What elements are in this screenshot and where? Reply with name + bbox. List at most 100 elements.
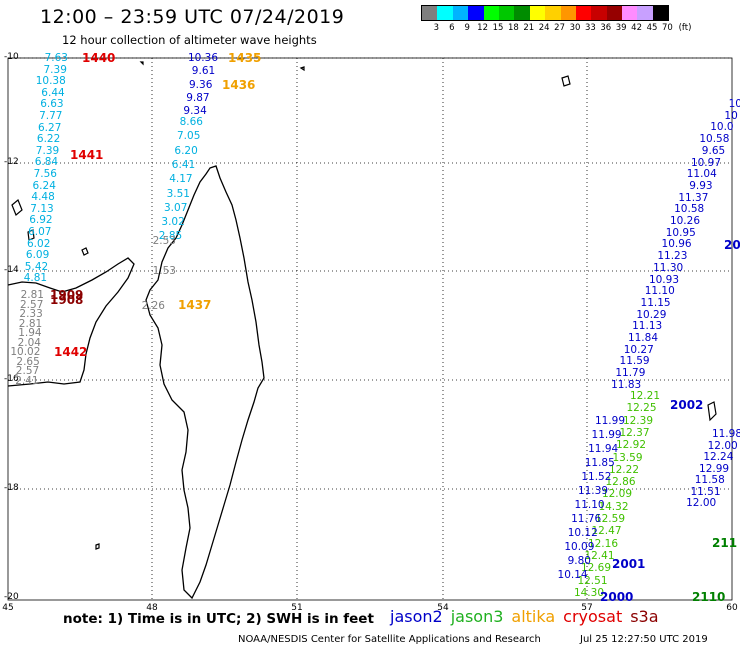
legend-swatch xyxy=(422,6,438,20)
wave-height-value: 12.59 xyxy=(594,513,625,525)
wave-height-value: 7.56 xyxy=(33,168,57,180)
lat-label: -20 xyxy=(4,592,19,602)
satellite-name: altika xyxy=(511,607,556,626)
wave-height-value: 13.59 xyxy=(612,451,643,464)
wave-height-value: 2.57 xyxy=(20,298,44,311)
pass-time-label: 1436 xyxy=(222,78,256,92)
legend-tick-label: 30 xyxy=(569,23,581,33)
wave-height-value: 10.26 xyxy=(669,215,700,227)
wave-height-value: 10.27 xyxy=(623,343,654,356)
lat-label: -12 xyxy=(4,157,19,167)
legend-tick-label: 36 xyxy=(600,23,612,33)
satellite-name: s3a xyxy=(630,607,659,626)
wave-height-value: 11.84 xyxy=(627,332,658,344)
legend-swatch xyxy=(622,6,638,20)
wave-height-value: 2.04 xyxy=(17,336,41,349)
wave-height-value: 4.48 xyxy=(31,191,55,204)
wave-height-value: 12.37 xyxy=(619,426,650,439)
wave-height-value: 11.83 xyxy=(611,378,642,391)
legend-swatch xyxy=(483,6,499,20)
lon-label: 57 xyxy=(581,603,593,613)
legend-swatch xyxy=(606,6,623,20)
legend-tick-label: 15 xyxy=(492,23,504,33)
wave-height-value: 12.41 xyxy=(584,549,615,562)
wave-height-value: 10.38 xyxy=(35,75,66,88)
wave-height-value: 7.63 xyxy=(44,52,68,64)
wave-height-value: 11.52 xyxy=(581,471,612,483)
generated-timestamp: Jul 25 12:27:50 UTC 2019 xyxy=(580,634,708,645)
pass-time-label: 2110 xyxy=(692,590,726,604)
wave-height-value: 11.94 xyxy=(588,443,619,455)
wave-height-value: 11.15 xyxy=(640,296,671,309)
legend-swatch xyxy=(468,6,484,20)
wave-height-value: 9.61 xyxy=(191,65,216,78)
wave-height-value: 9.80 xyxy=(567,555,591,567)
pass-time-label: 2002 xyxy=(670,398,704,412)
satellite-name: jason2 xyxy=(390,607,443,626)
wave-height-value: 7.39 xyxy=(35,144,60,157)
wave-height-value: 10.96 xyxy=(661,238,692,251)
wave-height-value: 6.63 xyxy=(40,98,64,111)
wave-height-value: 14.32 xyxy=(598,500,629,513)
wave-height-value: 11.37 xyxy=(678,191,709,204)
wave-height-value: 6.22 xyxy=(36,133,61,146)
wave-height-value: 12.22 xyxy=(608,463,639,476)
credit-line: NOAA/NESDIS Center for Satellite Applica… xyxy=(238,634,541,645)
wave-height-value: 10.93 xyxy=(648,273,679,286)
wave-height-value: 9.34 xyxy=(183,105,207,118)
legend-swatch xyxy=(652,6,669,20)
wave-height-value: 6.84 xyxy=(34,156,59,169)
wave-height-value: 9.65 xyxy=(701,144,726,157)
wave-height-value: 6.27 xyxy=(38,121,62,134)
lon-label: 51 xyxy=(291,603,303,613)
wave-height-value: 11.98 xyxy=(711,428,740,440)
legend-swatch xyxy=(452,6,469,20)
wave-height-value: 7.13 xyxy=(30,202,54,215)
wave-height-value: 2.41 xyxy=(15,374,39,387)
wave-height-value: 11.39 xyxy=(577,485,608,497)
wave-height-value: 10.58 xyxy=(674,203,705,216)
wave-height-value: 12.24 xyxy=(703,451,734,463)
wave-height-value: 1.53 xyxy=(152,265,176,277)
wave-height-value: 10.58 xyxy=(699,133,730,146)
legend-unit: (ft) xyxy=(678,23,692,33)
wave-height-value: 11.30 xyxy=(653,261,684,274)
wave-height-value: 12.51 xyxy=(577,574,608,587)
wave-height-value: 6.09 xyxy=(25,249,50,262)
legend-swatch xyxy=(514,6,530,20)
wave-height-value: 14.30 xyxy=(573,586,604,599)
wave-height-value: 6.41 xyxy=(171,158,196,171)
legend-swatch xyxy=(637,6,653,20)
legend-tick-label: 33 xyxy=(584,23,596,33)
legend-swatch xyxy=(591,6,607,20)
madagascar-coastline xyxy=(145,165,265,600)
pass-time-label: 2001 xyxy=(612,557,646,571)
wave-height-value: 11.13 xyxy=(632,320,663,333)
wave-height-value: 6.92 xyxy=(29,214,53,227)
legend-swatch xyxy=(575,6,592,20)
lat-label: -18 xyxy=(4,483,19,493)
wave-height-value: 2.57 xyxy=(15,365,40,377)
map-subtitle: 12 hour collection of altimeter wave hei… xyxy=(62,33,317,47)
wave-height-value: 10.14 xyxy=(557,569,588,581)
wave-height-value: 3.02 xyxy=(161,216,185,229)
legend-tick-label: 21 xyxy=(523,23,535,33)
pass-time-label: 1437 xyxy=(178,298,212,312)
wave-height-value: 9.93 xyxy=(689,179,713,192)
wave-height-value: 2.53 xyxy=(152,235,176,247)
color-legend: 3 6 9 12 15 18 21 24 27 30 33 36 39 42 45 70 (ft) xyxy=(421,5,691,33)
lat-label: -14 xyxy=(4,265,19,275)
wave-height-value: 4.81 xyxy=(23,272,48,285)
wave-height-value: 6.20 xyxy=(174,144,198,157)
wave-height-value: 11.76 xyxy=(571,513,602,525)
pass-time-label: 1442 xyxy=(54,345,88,359)
wave-height-value: 11.99 xyxy=(594,415,625,427)
satellite-name: cryosat xyxy=(563,607,623,626)
wave-height-value: 10.02 xyxy=(10,346,41,358)
wave-height-value: 2.26 xyxy=(141,300,165,312)
legend-tick-label: 12 xyxy=(477,23,489,33)
legend-tick-label: 9 xyxy=(464,23,470,33)
legend-tick-label: 6 xyxy=(449,23,455,33)
wave-height-value: 10 xyxy=(724,109,738,122)
wave-height-value: 6.44 xyxy=(41,86,65,99)
